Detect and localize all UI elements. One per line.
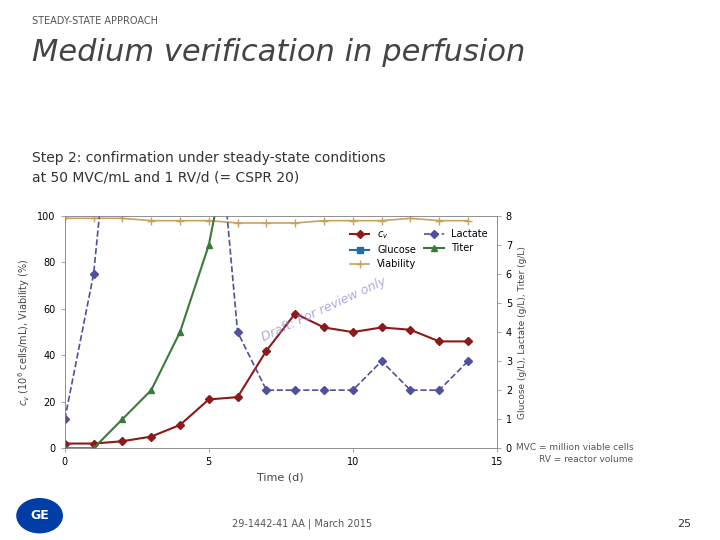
Circle shape <box>17 499 63 532</box>
Y-axis label: $c_v$ (10$^6$ cells/mL), Viability (%): $c_v$ (10$^6$ cells/mL), Viability (%) <box>16 259 32 406</box>
Titer <box>435 97 444 103</box>
Lactate <box>204 10 213 16</box>
Titer <box>406 38 415 45</box>
Lactate <box>262 387 271 393</box>
Text: STEADY-STATE APPROACH: STEADY-STATE APPROACH <box>32 16 158 26</box>
Viability <box>262 220 271 226</box>
$c_v$ <box>291 310 300 317</box>
Lactate <box>377 358 386 365</box>
Viability <box>348 218 357 224</box>
Text: Step 2: confirmation under steady-state conditions
at 50 MVC/mL and 1 RV/d (= CS: Step 2: confirmation under steady-state … <box>32 151 386 185</box>
Lactate <box>60 416 69 422</box>
Lactate <box>464 358 472 365</box>
Text: 25: 25 <box>677 519 691 529</box>
Titer <box>464 38 472 45</box>
Text: Medium verification in perfusion: Medium verification in perfusion <box>32 38 526 67</box>
$c_v$ <box>176 422 184 428</box>
Viability <box>320 218 328 224</box>
Titer <box>204 242 213 248</box>
Titer <box>176 329 184 335</box>
Titer <box>348 38 357 45</box>
Titer <box>147 387 156 393</box>
Legend: $c_v$, Glucose, Viability, Lactate, Titer: $c_v$, Glucose, Viability, Lactate, Tite… <box>346 226 492 273</box>
Lactate <box>233 329 242 335</box>
Text: MVC = million viable cells
RV = reactor volume: MVC = million viable cells RV = reactor … <box>516 443 634 464</box>
Lactate <box>435 387 444 393</box>
$c_v$ <box>435 338 444 345</box>
$c_v$ <box>233 394 242 400</box>
Line: Lactate: Lactate <box>62 0 471 422</box>
$c_v$ <box>60 440 69 447</box>
Titer <box>233 97 242 103</box>
$c_v$ <box>377 324 386 330</box>
Viability <box>204 218 213 224</box>
$c_v$ <box>89 440 98 447</box>
Viability <box>233 220 242 226</box>
Titer <box>89 445 98 451</box>
Text: 29-1442-41 AA | March 2015: 29-1442-41 AA | March 2015 <box>233 518 372 529</box>
X-axis label: Time (d): Time (d) <box>258 473 304 483</box>
Line: Viability: Viability <box>60 214 472 227</box>
$c_v$ <box>348 329 357 335</box>
Viability <box>118 215 127 221</box>
$c_v$ <box>147 433 156 440</box>
Text: GE: GE <box>30 509 49 522</box>
Y-axis label: Glucose (g/L), Lactate (g/L), Titer (g/L): Glucose (g/L), Lactate (g/L), Titer (g/L… <box>518 246 526 418</box>
Viability <box>291 220 300 226</box>
Viability <box>60 215 69 221</box>
Lactate <box>348 387 357 393</box>
Titer <box>262 10 271 16</box>
Titer <box>60 445 69 451</box>
$c_v$ <box>464 338 472 345</box>
Lactate <box>291 387 300 393</box>
Viability <box>176 218 184 224</box>
Titer <box>118 416 127 422</box>
Lactate <box>89 271 98 277</box>
Viability <box>464 218 472 224</box>
Viability <box>377 218 386 224</box>
Text: Draft: For review only: Draft: For review only <box>260 274 388 343</box>
Viability <box>89 215 98 221</box>
$c_v$ <box>320 324 328 330</box>
Lactate <box>320 387 328 393</box>
Lactate <box>406 387 415 393</box>
$c_v$ <box>262 347 271 354</box>
Viability <box>147 218 156 224</box>
Line: Titer: Titer <box>61 0 472 451</box>
$c_v$ <box>406 327 415 333</box>
$c_v$ <box>204 396 213 403</box>
Viability <box>435 218 444 224</box>
$c_v$ <box>118 438 127 444</box>
Line: $c_v$: $c_v$ <box>62 310 471 447</box>
Viability <box>406 215 415 221</box>
